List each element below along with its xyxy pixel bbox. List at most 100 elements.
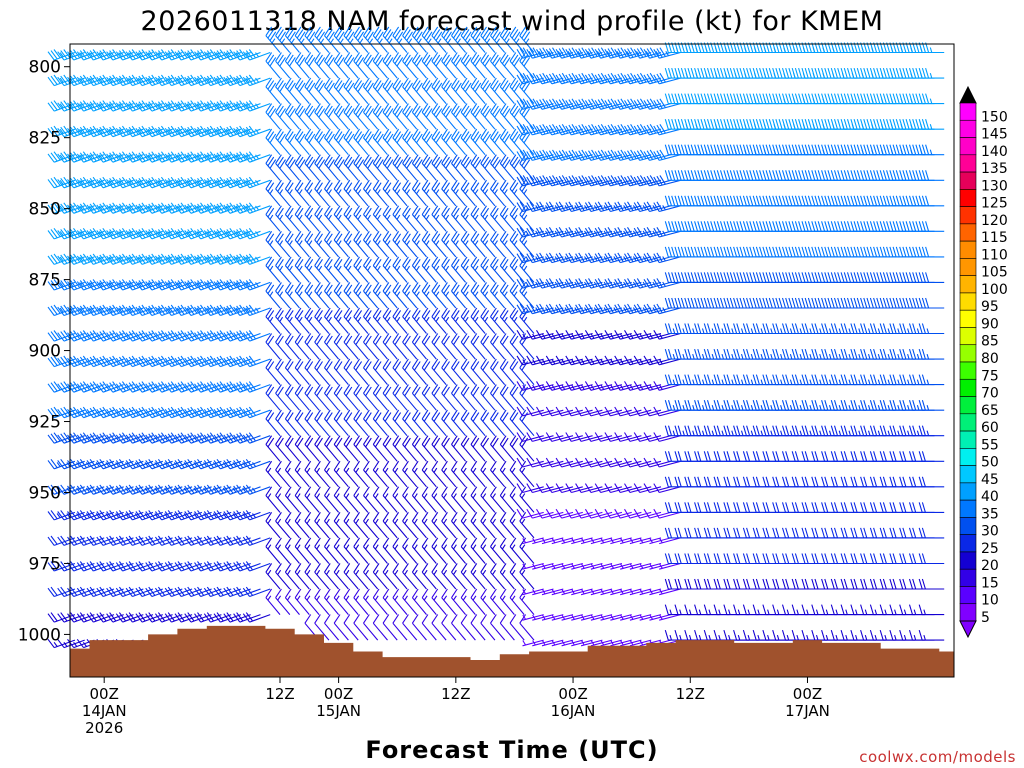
wind-barb — [653, 252, 681, 264]
wind-barb — [314, 282, 330, 309]
wind-barb — [575, 98, 603, 110]
wind-barb — [604, 98, 632, 110]
wind-barb — [324, 77, 340, 104]
wind-barb — [565, 201, 593, 213]
wind-barb — [275, 563, 291, 590]
wind-barb — [382, 52, 398, 79]
wind-barb — [470, 460, 486, 488]
wind-barb — [536, 278, 564, 289]
wind-barb — [284, 154, 300, 181]
wind-barb — [411, 588, 427, 615]
wind-barb — [490, 52, 506, 79]
wind-barb — [490, 409, 506, 437]
wind-barb — [402, 77, 418, 104]
wind-barb — [555, 457, 583, 468]
wind-barb — [624, 149, 652, 161]
wind-barb — [499, 512, 515, 539]
wind-barb — [490, 588, 506, 615]
wind-barb — [314, 154, 330, 181]
wind-barb — [614, 149, 642, 161]
wind-barb — [509, 282, 525, 309]
wind-barb — [480, 52, 496, 79]
wind-barb — [526, 175, 554, 187]
wind-barb — [314, 230, 330, 258]
wind-barb — [526, 483, 554, 494]
wind-barb — [363, 128, 379, 156]
colorbar-swatch — [959, 465, 977, 484]
wind-barb — [304, 128, 320, 156]
wind-barb — [509, 588, 525, 615]
wind-barb — [526, 98, 554, 110]
wind-barb — [421, 486, 437, 513]
wind-barb — [600, 562, 623, 570]
wind-barb — [565, 406, 593, 417]
wind-barb — [441, 460, 457, 488]
wind-barb — [275, 282, 291, 309]
wind-barb — [643, 432, 671, 442]
wind-barb — [265, 52, 281, 79]
wind-barb — [392, 77, 408, 104]
wind-barb — [284, 486, 300, 513]
wind-barb — [659, 562, 681, 570]
wind-barb — [470, 77, 486, 104]
wind-barb — [242, 510, 271, 521]
wind-barb — [594, 381, 623, 391]
wind-barb — [545, 278, 574, 289]
wind-barb — [441, 435, 457, 462]
wind-barb — [460, 103, 476, 130]
wind-barb — [624, 457, 652, 468]
wind-barb — [314, 333, 330, 360]
wind-barb — [470, 230, 486, 258]
wind-barb — [294, 358, 310, 385]
wind-barb — [411, 409, 427, 437]
wind-barb — [402, 460, 418, 488]
wind-barb — [643, 330, 671, 340]
wind-barb — [431, 384, 447, 411]
wind-barb — [392, 256, 408, 283]
colorbar-label: 10 — [981, 593, 999, 609]
wind-barb — [499, 460, 515, 488]
wind-barb — [575, 227, 603, 238]
wind-barb — [516, 483, 544, 494]
wind-barb — [499, 52, 515, 79]
wind-barb — [575, 72, 603, 85]
wind-barb — [402, 333, 418, 360]
wind-barb — [324, 179, 340, 207]
wind-barb — [275, 358, 291, 385]
wind-barb — [372, 333, 388, 360]
wind-barb — [343, 307, 359, 334]
wind-barb — [392, 588, 408, 615]
wind-barb — [411, 333, 427, 360]
wind-barb — [353, 563, 369, 590]
wind-barb — [343, 333, 359, 360]
credit-text[interactable]: coolwx.com/models — [859, 748, 1016, 766]
wind-barb — [411, 52, 427, 79]
wind-barb — [411, 179, 427, 207]
wind-barb — [294, 384, 310, 411]
wind-barb — [918, 527, 945, 539]
wind-barb — [519, 77, 535, 104]
wind-barb — [526, 201, 554, 213]
wind-barb — [536, 175, 564, 187]
wind-barb — [363, 52, 379, 79]
wind-barb — [402, 128, 418, 156]
wind-barb — [590, 614, 613, 621]
wind-barb — [421, 307, 437, 334]
wind-barb — [284, 282, 300, 309]
wind-barb — [304, 460, 320, 488]
wind-barb — [284, 435, 300, 462]
x-tick-label: 12Z — [441, 685, 470, 703]
wind-barb — [441, 128, 457, 156]
wind-barb — [516, 124, 544, 136]
wind-barb — [499, 154, 515, 181]
wind-barb — [470, 512, 486, 539]
wind-barb — [441, 230, 457, 258]
wind-barb — [275, 103, 291, 130]
wind-barb — [242, 535, 271, 546]
wind-barb — [575, 124, 603, 136]
wind-barb — [314, 537, 330, 564]
wind-barb — [516, 98, 544, 110]
wind-barb — [584, 201, 613, 213]
wind-barb — [470, 409, 486, 437]
wind-barb — [561, 639, 583, 647]
